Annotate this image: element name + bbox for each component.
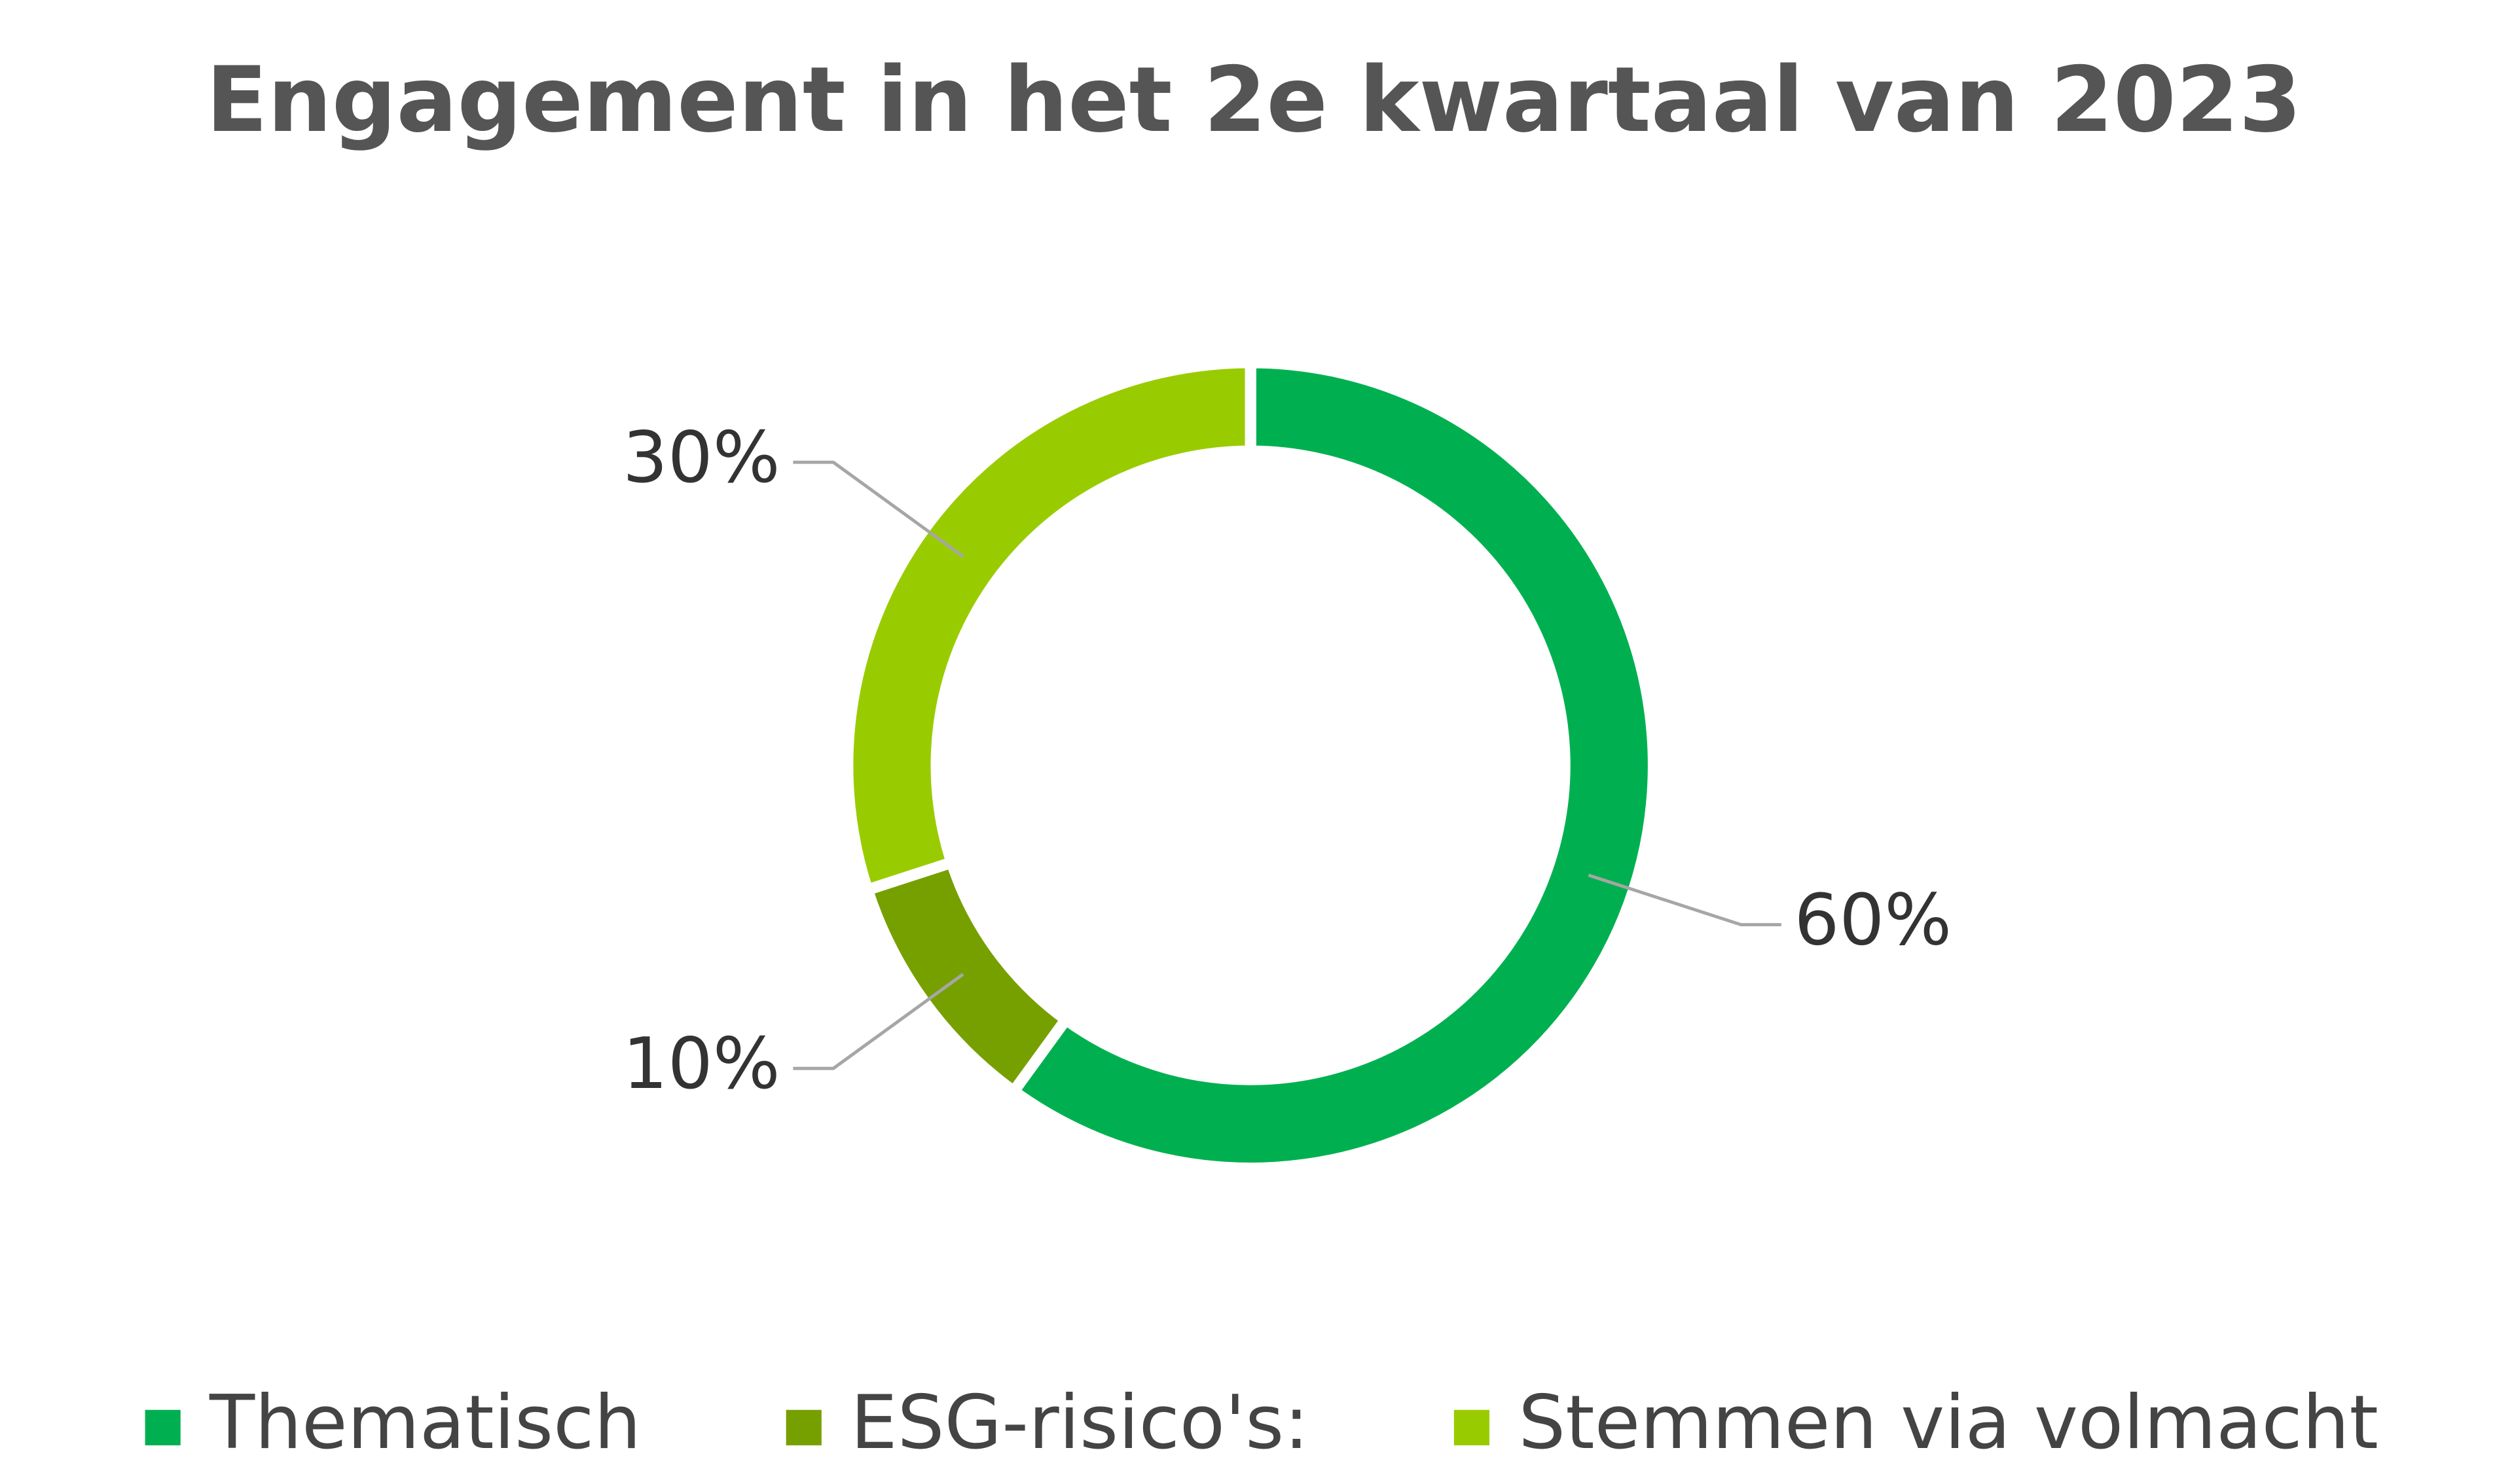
data-label: 60% [1794,878,1952,961]
chart-title: Engagement in het 2e kwartaal van 2023 [206,47,2302,153]
legend-label: ESG-risico's: [850,1379,1309,1466]
leader-line [1588,873,1781,927]
data-label: 30% [623,416,780,499]
leader-line [793,460,964,558]
legend-swatch [145,1409,181,1445]
data-label: 10% [623,1022,780,1105]
legend-label: Stemmen via volmacht [1518,1379,2378,1466]
leader-line [793,973,964,1070]
legend-label: Thematisch [209,1379,641,1466]
pie-slice [860,855,1074,1100]
legend-swatch [1453,1409,1490,1445]
legend-swatch [786,1409,822,1445]
pie-slice [1006,357,1660,1174]
pie-slice [842,357,1256,897]
